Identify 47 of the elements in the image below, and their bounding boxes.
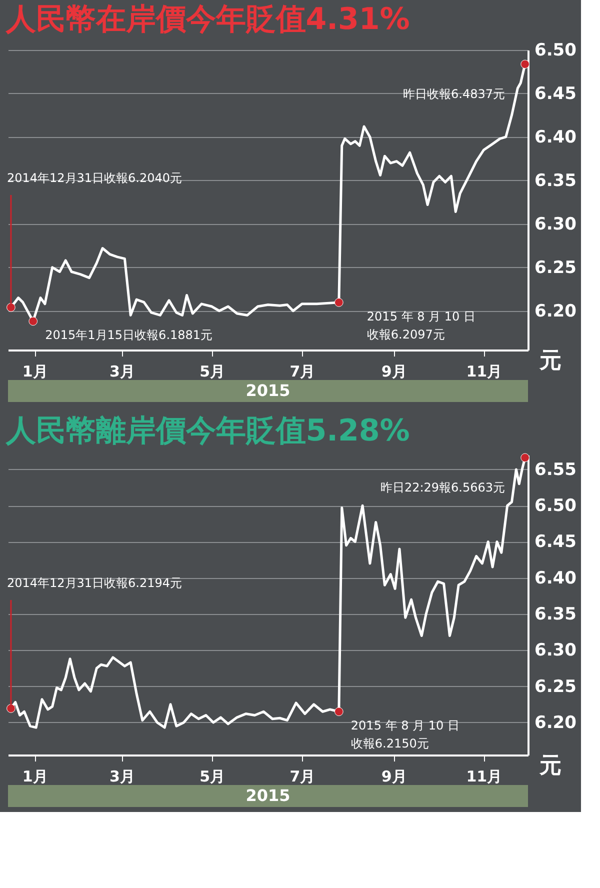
annotation: 2015年1月15日收報6.1881元 [45,328,213,342]
chart-title: 人民幣離岸價今年貶值5.28% [4,413,410,448]
x-axis-title: 2015 [246,381,290,400]
y-tick-label: 6.40 [534,568,577,588]
x-tick-label: 7月 [290,362,316,380]
y-tick-label: 6.30 [534,214,577,234]
y-axis-title: 元 [538,754,562,778]
annotation: 2014年12月31日收報6.2194元 [6,576,182,590]
x-tick-label: 9月 [381,768,407,786]
x-tick-label: 5月 [200,768,226,786]
y-tick-label: 6.50 [534,496,577,516]
y-tick-label: 6.35 [534,170,576,191]
x-tick-label: 1月 [22,768,48,786]
y-tick-label: 6.30 [534,640,577,661]
y-tick-label: 6.25 [534,258,576,278]
annotation: 2015 年 8 月 10 日收報6.2150元 [350,718,460,751]
y-tick-label: 6.40 [534,127,577,148]
y-tick-label: 6.45 [534,84,576,104]
x-tick-label: 9月 [381,362,407,380]
point [28,316,38,326]
x-tick-label: 7月 [290,768,316,786]
x-tick-label: 3月 [110,362,135,380]
point [334,298,344,307]
y-tick-label: 6.35 [534,604,576,625]
x-tick-label: 11月 [466,768,502,786]
x-tick-label: 3月 [110,768,135,786]
point [334,707,344,716]
x-tick-label: 1月 [22,362,48,380]
y-tick-label: 6.20 [534,712,577,733]
annotation: 2014年12月31日收報6.2040元 [6,171,182,185]
annotation: 昨日22:29報6.5663元 [380,480,506,495]
x-tick-label: 11月 [466,362,502,380]
x-axis-title: 2015 [246,786,290,805]
y-tick-label: 6.45 [534,532,576,552]
annotation: 2015 年 8 月 10 日收報6.2097元 [366,309,476,342]
y-tick-label: 6.20 [534,301,577,322]
point [520,453,530,462]
point [520,60,530,69]
point [6,302,16,312]
point [6,704,16,713]
chart-title: 人民幣在岸價今年貶值4.31% [4,2,410,37]
y-tick-label: 6.55 [534,460,576,480]
y-tick-label: 6.50 [534,40,577,60]
annotation: 昨日收報6.4837元 [403,87,506,102]
y-tick-label: 6.25 [534,676,576,697]
y-axis-title: 元 [538,348,562,374]
x-tick-label: 5月 [200,362,226,380]
